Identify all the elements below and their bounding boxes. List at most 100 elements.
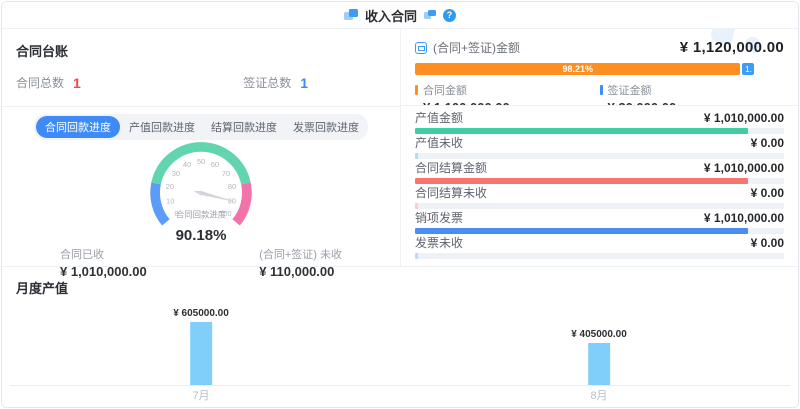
metric-bar-fill (415, 203, 419, 209)
progress-tabs: 合同回款进度 产值回款进度 结算回款进度 发票回款进度 (34, 114, 368, 140)
monthly-output-panel: 月度产值 ¥ 605000.00 7月 ¥ 405000.00 8月 (2, 266, 798, 407)
contract-amount-icon (415, 41, 427, 54)
gauge-stat: 合同已收 ¥ 1,010,000.00 (60, 246, 147, 279)
stat-value: 1 (300, 74, 308, 91)
copy-icon (424, 10, 436, 19)
contract-ledger-panel: 合同台账 合同总数 1 签证总数 1 (2, 29, 400, 107)
progress-tab[interactable]: 结算回款进度 (211, 122, 277, 134)
left-column: 合同台账 合同总数 1 签证总数 1 合同回款进度 产值回款进度 结算回款进度 发票回… (2, 29, 400, 279)
collection-progress-panel: 合同回款进度 产值回款进度 结算回款进度 发票回款进度 0 10 20 30 40 50 60 70… (2, 107, 400, 279)
svg-text:50: 50 (197, 157, 205, 166)
stat-label: 合同总数 (16, 76, 65, 90)
metric-bar-track (415, 228, 784, 234)
legend-marker (599, 85, 603, 95)
svg-text:合同回款进度: 合同回款进度 (176, 210, 227, 220)
svg-text:40: 40 (183, 160, 191, 169)
metric-bar-track (415, 128, 784, 134)
stat-value: 1 (73, 74, 81, 91)
bar (588, 343, 610, 385)
legend-label: 签证金额 (607, 85, 652, 97)
metric-bar-fill (415, 178, 748, 184)
stat-label: (合同+签证) 未收 (259, 249, 342, 261)
legend-marker (415, 85, 418, 95)
ledger-stat: 合同总数 1 (16, 74, 81, 91)
metric-bar-track (415, 153, 784, 159)
gauge-stats: 合同已收 ¥ 1,010,000.00 (合同+签证) 未收 ¥ 110,000… (2, 244, 400, 279)
metric-bar-fill (415, 128, 748, 134)
metric-label: 产值金额 (415, 111, 464, 125)
stat-label: 合同已收 (60, 249, 104, 261)
metric-label: 销项发票 (415, 211, 464, 225)
documents-icon (343, 9, 358, 20)
ledger-stat: 签证总数 1 (243, 74, 308, 91)
metric-value: ¥ 0.00 (750, 136, 784, 150)
stat-value: ¥ 110,000.00 (259, 264, 335, 279)
stacked-progress-bar: 98.21% 1. (415, 63, 755, 75)
metric-bar-fill (415, 228, 748, 234)
x-axis-label: 8月 (590, 390, 608, 402)
svg-text:100: 100 (219, 209, 232, 218)
amount-label: (合同+签证)金额 (433, 41, 521, 55)
stat-label: 签证总数 (243, 76, 292, 90)
contract-amount-segment: 98.21% (415, 63, 741, 75)
svg-text:20: 20 (166, 182, 174, 191)
bar-column: ¥ 605000.00 (173, 308, 229, 385)
bar-value-label: ¥ 405000.00 (571, 329, 627, 340)
total-amount-panel: (合同+签证)金额 ¥ 1,120,000.00 98.21% 1. 合同金额 … (401, 29, 798, 106)
legend-label: 合同金额 (423, 85, 467, 97)
metric-label: 产值未收 (415, 136, 464, 150)
metric-row: 销项发票 ¥ 1,010,000.00 (415, 212, 784, 234)
monthly-chart-title: 月度产值 (16, 281, 69, 296)
svg-text:30: 30 (172, 169, 180, 178)
monthly-bar-chart: ¥ 605000.00 7月 ¥ 405000.00 8月 (2, 299, 798, 407)
metric-row: 合同结算金额 ¥ 1,010,000.00 (415, 162, 784, 184)
progress-tab[interactable]: 产值回款进度 (129, 122, 195, 134)
metric-label: 合同结算未收 (415, 186, 488, 200)
gauge-stat: (合同+签证) 未收 ¥ 110,000.00 (259, 246, 342, 279)
legend-value: ¥ 20,000.00 (608, 100, 785, 105)
ledger-title: 合同台账 (16, 44, 69, 59)
metric-row: 产值金额 ¥ 1,010,000.00 (415, 112, 784, 134)
amount-total: ¥ 1,120,000.00 (679, 39, 784, 56)
metric-label: 合同结算金额 (415, 161, 488, 175)
bar (190, 322, 212, 385)
metric-value: ¥ 0.00 (750, 186, 784, 200)
legend-value: ¥ 1,100,000.00 (423, 100, 600, 105)
metric-value: ¥ 1,010,000.00 (703, 161, 784, 175)
gauge-percent: 90.18% (175, 227, 227, 244)
x-axis-label: 7月 (192, 390, 210, 402)
metric-bar-track (415, 253, 784, 259)
metric-value: ¥ 0.00 (750, 236, 784, 250)
legend-item: 合同金额 ¥ 1,100,000.00 (415, 82, 600, 105)
metric-rows: 产值金额 ¥ 1,010,000.00 产值未收 ¥ 0.00 合同结算金额 ¥… (401, 106, 798, 259)
page-header: 收入合同 ? (2, 2, 798, 29)
progress-tab[interactable]: 发票回款进度 (293, 122, 359, 134)
metric-bar-track (415, 203, 784, 209)
dashboard-body: 合同台账 合同总数 1 签证总数 1 合同回款进度 产值回款进度 结算回款进度 发票回… (2, 29, 798, 279)
right-column: (合同+签证)金额 ¥ 1,120,000.00 98.21% 1. 合同金额 … (400, 29, 798, 266)
metric-row: 产值未收 ¥ 0.00 (415, 137, 784, 159)
gauge-chart: 0102030405060708090100合同回款进度 90.18% (108, 140, 294, 244)
progress-tab[interactable]: 合同回款进度 (36, 116, 120, 138)
stat-value: ¥ 1,010,000.00 (60, 264, 147, 279)
metric-bar-fill (415, 253, 419, 259)
metric-label: 发票未收 (415, 236, 464, 250)
bar-value-label: ¥ 605000.00 (173, 308, 229, 319)
svg-text:0: 0 (175, 209, 179, 218)
help-icon[interactable]: ? (443, 8, 456, 22)
bar-column: ¥ 405000.00 (571, 329, 627, 385)
metric-bar-track (415, 178, 784, 184)
ledger-stats: 合同总数 1 签证总数 1 (16, 74, 386, 91)
metric-row: 合同结算未收 ¥ 0.00 (415, 187, 784, 209)
svg-text:60: 60 (211, 160, 219, 169)
amount-legend: 合同金额 ¥ 1,100,000.00 签证金额 ¥ 20,000.00 (415, 82, 785, 105)
metric-value: ¥ 1,010,000.00 (703, 111, 784, 125)
metric-bar-fill (415, 153, 419, 159)
visa-amount-segment: 1. (742, 63, 755, 75)
svg-text:80: 80 (228, 182, 236, 191)
svg-text:10: 10 (166, 196, 174, 205)
svg-text:70: 70 (222, 169, 230, 178)
gauge-svg: 0102030405060708090100合同回款进度 (150, 142, 252, 226)
page-title: 收入合同 (364, 8, 417, 24)
